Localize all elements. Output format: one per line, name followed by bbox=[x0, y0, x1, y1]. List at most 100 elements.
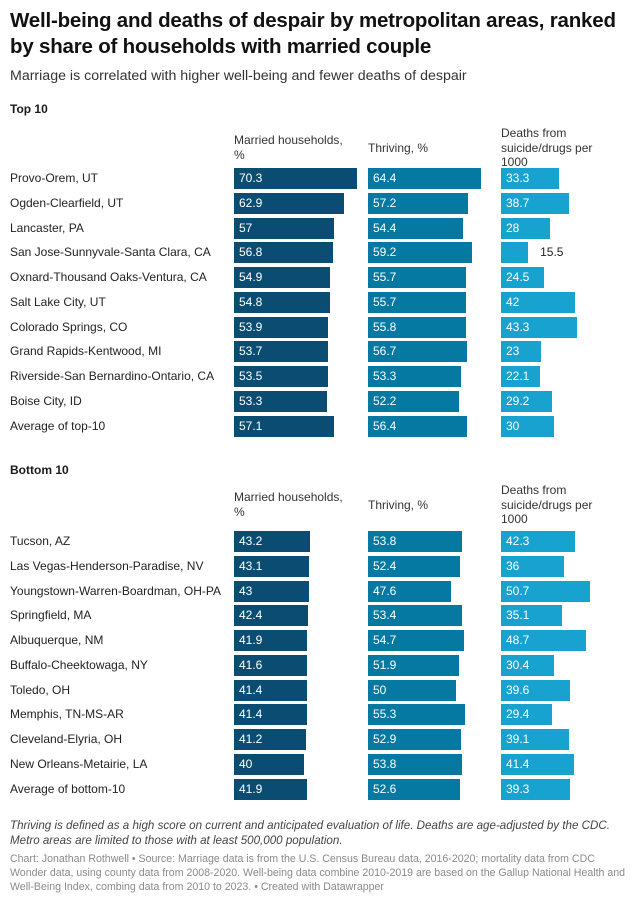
bar-deaths bbox=[501, 366, 540, 387]
bar-married bbox=[234, 753, 304, 775]
value-label-thriving: 55.7 bbox=[373, 270, 397, 284]
value-label-married: 43.2 bbox=[239, 534, 263, 548]
value-label-married: 41.4 bbox=[239, 707, 263, 722]
chart-source: Chart: Jonathan Rothwell • Source: Marri… bbox=[10, 853, 626, 893]
value-label-thriving: 64.4 bbox=[373, 171, 397, 185]
bar-deaths bbox=[501, 415, 554, 437]
column-header-thriving: Thriving, % bbox=[368, 497, 429, 512]
value-label-deaths: 15.5 bbox=[540, 245, 564, 260]
bar-thriving bbox=[368, 605, 462, 627]
value-label-married: 41.2 bbox=[239, 732, 263, 746]
value-label-married: 41.4 bbox=[239, 682, 263, 697]
chart-subtitle: Marriage is correlated with higher well-… bbox=[10, 68, 467, 84]
column-header-thriving: Thriving, % bbox=[368, 140, 429, 155]
bar-deaths bbox=[501, 753, 574, 775]
value-label-thriving: 53.8 bbox=[373, 534, 397, 548]
value-label-married: 43.1 bbox=[239, 558, 263, 573]
bar-married bbox=[234, 341, 328, 363]
value-label-thriving: 56.4 bbox=[373, 418, 397, 433]
bar-deaths bbox=[501, 778, 570, 800]
bar-married bbox=[234, 630, 308, 651]
bar-deaths bbox=[501, 679, 571, 701]
value-label-married: 53.3 bbox=[239, 393, 263, 408]
value-label-thriving: 53.3 bbox=[373, 369, 397, 383]
value-label-deaths: 36 bbox=[506, 558, 520, 573]
bar-deaths bbox=[501, 555, 564, 577]
row-label: Cleveland-Elyria, OH bbox=[10, 732, 123, 746]
row-label: Grand Rapids-Kentwood, MI bbox=[10, 344, 162, 359]
bar-thriving bbox=[368, 168, 481, 189]
value-label-thriving: 57.2 bbox=[373, 195, 397, 210]
value-label-married: 62.9 bbox=[239, 195, 263, 210]
bar-married bbox=[234, 415, 334, 437]
bar-deaths bbox=[501, 291, 575, 313]
value-label-thriving: 55.3 bbox=[373, 707, 397, 722]
column-header-married: Married households, % bbox=[234, 133, 343, 162]
bar-married bbox=[234, 679, 307, 701]
value-label-deaths: 29.4 bbox=[506, 707, 530, 722]
value-label-thriving: 51.9 bbox=[373, 657, 397, 672]
bar-thriving bbox=[368, 341, 468, 363]
row-label: Salt Lake City, UT bbox=[10, 294, 106, 309]
value-label-married: 42.4 bbox=[239, 608, 263, 623]
bar-deaths bbox=[501, 267, 544, 288]
row-label: Tucson, AZ bbox=[10, 534, 71, 548]
bar-thriving bbox=[368, 555, 460, 577]
row-label: Memphis, TN-MS-AR bbox=[10, 707, 124, 722]
bar-thriving bbox=[368, 366, 462, 387]
value-label-deaths: 23 bbox=[506, 344, 520, 359]
row-label: Average of bottom-10 bbox=[10, 781, 126, 796]
bar-thriving bbox=[368, 729, 461, 750]
value-label-married: 53.7 bbox=[239, 344, 263, 359]
value-label-deaths: 39.3 bbox=[506, 781, 530, 796]
value-label-thriving: 47.6 bbox=[373, 583, 397, 598]
value-label-married: 54.8 bbox=[239, 294, 263, 309]
bar-thriving bbox=[368, 654, 459, 676]
bar-married bbox=[234, 366, 328, 387]
value-label-thriving: 55.7 bbox=[373, 294, 397, 309]
bar-deaths bbox=[501, 704, 553, 726]
bar-married bbox=[234, 390, 328, 412]
value-label-married: 57.1 bbox=[239, 418, 263, 433]
row-label: Oxnard-Thousand Oaks-Ventura, CA bbox=[10, 270, 207, 284]
value-label-married: 41.9 bbox=[239, 781, 263, 796]
row-label: Lancaster, PA bbox=[10, 220, 84, 235]
bar-deaths bbox=[501, 654, 555, 676]
bar-married bbox=[234, 267, 331, 288]
value-label-deaths: 39.1 bbox=[506, 732, 530, 746]
value-label-thriving: 55.8 bbox=[373, 319, 397, 334]
bar-married bbox=[234, 580, 310, 602]
row-label: Youngstown-Warren-Boardman, OH-PA bbox=[10, 583, 221, 598]
bar-deaths bbox=[501, 316, 577, 338]
value-label-deaths: 50.7 bbox=[506, 583, 530, 598]
bar-married bbox=[234, 704, 307, 726]
value-label-deaths: 39.6 bbox=[506, 682, 530, 697]
bar-thriving bbox=[368, 415, 467, 437]
value-label-married: 54.9 bbox=[239, 270, 263, 284]
bar-deaths bbox=[501, 531, 575, 552]
bar-thriving bbox=[368, 192, 469, 214]
value-label-deaths: 42.3 bbox=[506, 534, 530, 548]
value-label-deaths: 22.1 bbox=[506, 369, 530, 383]
value-label-deaths: 35.1 bbox=[506, 608, 530, 623]
value-label-married: 43 bbox=[239, 583, 253, 598]
bar-thriving bbox=[368, 753, 463, 775]
value-label-deaths: 48.7 bbox=[506, 633, 530, 647]
bar-thriving bbox=[368, 679, 456, 701]
bar-thriving bbox=[368, 531, 463, 552]
bar-married bbox=[234, 729, 307, 750]
bar-thriving bbox=[368, 580, 452, 602]
bar-thriving bbox=[368, 316, 466, 338]
value-label-deaths: 28 bbox=[506, 220, 520, 235]
bar-deaths bbox=[501, 580, 590, 602]
column-header-married: Married households, % bbox=[234, 490, 343, 519]
bar-married bbox=[234, 555, 310, 577]
bar-married bbox=[234, 654, 307, 676]
row-label: Las Vegas-Henderson-Paradise, NV bbox=[10, 558, 204, 573]
value-label-thriving: 52.2 bbox=[373, 393, 397, 408]
value-label-deaths: 38.7 bbox=[506, 195, 530, 210]
bar-married bbox=[234, 605, 309, 627]
value-label-deaths: 24.5 bbox=[506, 270, 530, 284]
value-label-married: 70.3 bbox=[239, 171, 263, 185]
value-label-thriving: 56.7 bbox=[373, 344, 397, 359]
